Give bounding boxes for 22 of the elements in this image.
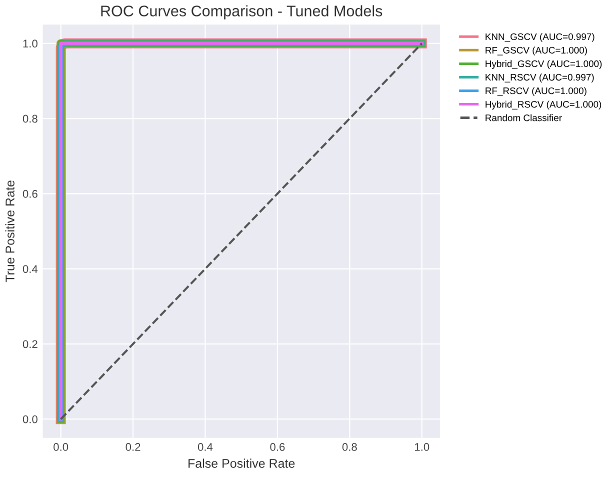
x-tick-label: 1.0 (414, 443, 430, 451)
y-tick-label: 0.8 (22, 114, 38, 123)
legend-label: RF_GSCV (AUC=1.000) (486, 46, 587, 56)
legend-label: KNN_GSCV (AUC=0.997) (486, 33, 594, 42)
legend-label: Hybrid_GSCV (AUC=1.000) (486, 60, 602, 69)
x-axis-title: False Positive Rate (188, 458, 295, 468)
x-tick-label: 0.8 (342, 443, 357, 451)
y-tick-label: 0.0 (22, 415, 38, 424)
x-tick-label: 0.2 (126, 443, 140, 451)
legend-label: KNN_RSCV (AUC=0.997) (486, 74, 594, 82)
y-tick-label: 0.4 (22, 265, 38, 273)
x-tick-label: 0.4 (198, 443, 213, 451)
legend-label: Random Classifier (486, 114, 562, 122)
x-tick-label: 0.0 (54, 443, 68, 451)
legend-label: Hybrid_RSCV (AUC=1.000) (486, 100, 602, 110)
chart-title: ROC Curves Comparison - Tuned Models (101, 5, 382, 20)
y-axis-title: True Positive Rate (5, 180, 14, 282)
y-tick-label: 0.6 (22, 190, 38, 198)
x-tick-label: 0.6 (270, 443, 285, 451)
legend-label: RF_RSCV (AUC=1.000) (486, 87, 586, 96)
y-tick-label: 1.0 (23, 40, 38, 48)
y-tick-label: 0.2 (22, 340, 38, 348)
